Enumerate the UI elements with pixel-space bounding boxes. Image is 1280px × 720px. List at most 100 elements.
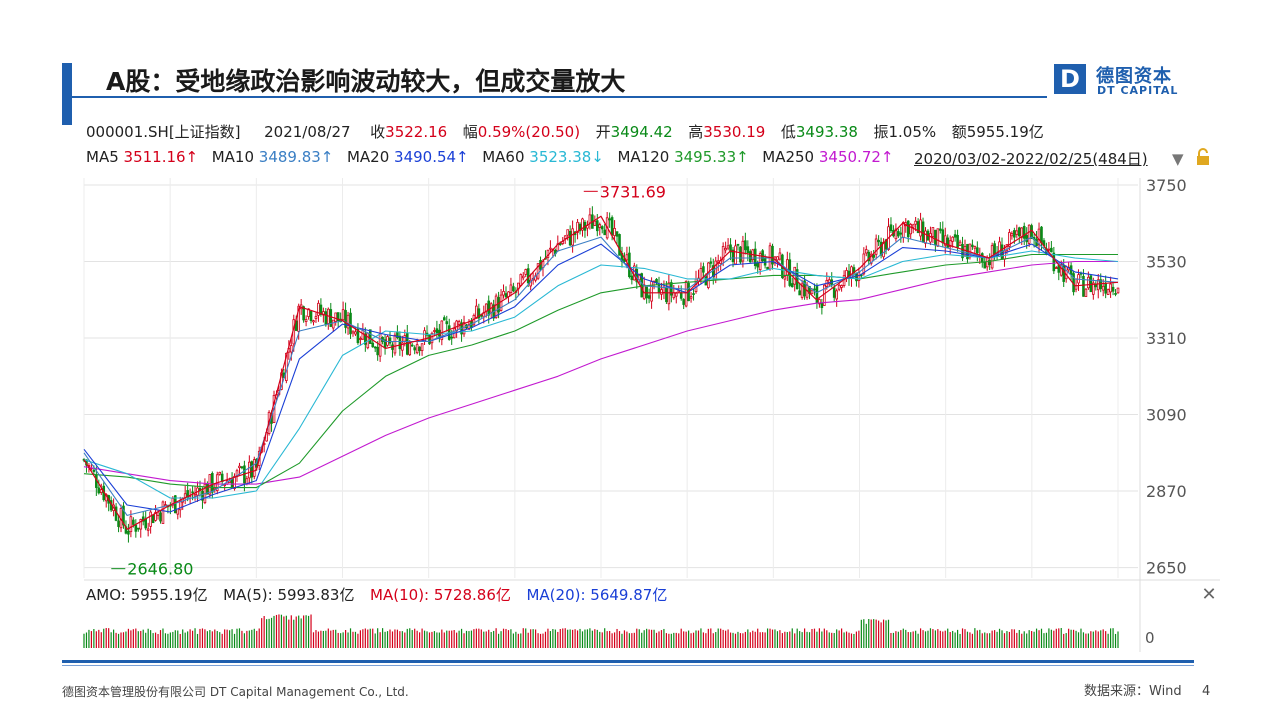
candle-body xyxy=(312,320,315,323)
quote-date: 2021/08/27 xyxy=(264,123,351,141)
candle-body xyxy=(1092,282,1095,295)
candle-body xyxy=(144,518,147,529)
footer-company: 德图资本管理股份有限公司 DT Capital Management Co., … xyxy=(62,685,409,699)
candle-body xyxy=(869,253,873,264)
close-icon[interactable]: ✕ xyxy=(1201,584,1217,605)
candle-body xyxy=(943,235,947,246)
candle-body xyxy=(872,254,875,258)
footer-rule xyxy=(62,660,1194,663)
candle-body xyxy=(248,461,251,479)
candle-body xyxy=(334,312,338,322)
candle-body xyxy=(475,305,478,319)
candle-body xyxy=(566,229,569,236)
candle-body xyxy=(99,489,103,493)
candle-body xyxy=(230,479,234,488)
open-value: 3494.42 xyxy=(610,123,673,141)
candle-body xyxy=(1082,275,1085,297)
candle-body xyxy=(603,229,607,236)
candle-body xyxy=(1030,225,1033,239)
candle-body xyxy=(798,290,801,296)
candle-body xyxy=(665,287,668,303)
candle-body xyxy=(608,218,611,221)
candle-body xyxy=(934,229,937,246)
candle-body xyxy=(228,480,231,483)
ma-line-ma20 xyxy=(83,243,1119,513)
lock-icon[interactable] xyxy=(1195,148,1211,170)
candle-body xyxy=(610,217,614,236)
quote-info-row: 000001.SH[上证指数] 2021/08/27 收3522.16 幅0.5… xyxy=(86,121,1044,142)
candle-body xyxy=(778,252,782,260)
logo-chinese-name: 德图资本 xyxy=(1096,66,1172,87)
candle-body xyxy=(951,236,954,242)
candle-body xyxy=(810,289,814,295)
candle-body xyxy=(618,234,621,256)
period-range[interactable]: 2020/03/02-2022/02/25(484日) xyxy=(914,150,1148,168)
candle-body xyxy=(477,308,481,319)
close-value: 3522.16 xyxy=(385,123,448,141)
candle-body xyxy=(536,263,540,279)
volume-legend: AMO: 5955.19亿 MA(5): 5993.83亿 MA(10): 57… xyxy=(86,584,667,605)
candle-body xyxy=(578,223,582,232)
candle-body xyxy=(1096,279,1100,291)
candle-body xyxy=(336,312,340,321)
candle-body xyxy=(931,227,935,237)
candle-body xyxy=(1084,288,1088,297)
candle-body xyxy=(1010,233,1014,237)
candle-body xyxy=(660,289,663,295)
ma250-label: MA250 xyxy=(762,148,815,166)
candle-body xyxy=(502,291,505,296)
annotation-label: 2646.80 xyxy=(127,560,193,579)
ma60-label: MA60 xyxy=(482,148,525,166)
candle-body xyxy=(504,293,508,298)
vol-ma5-value: MA(5): 5993.83亿 xyxy=(223,586,355,604)
candle-body xyxy=(445,321,449,325)
candle-body xyxy=(132,519,135,525)
candle-body xyxy=(368,329,372,344)
candle-body xyxy=(549,247,552,250)
candle-body xyxy=(344,310,347,328)
candle-body xyxy=(413,347,416,351)
candle-body xyxy=(512,286,515,292)
candle-body xyxy=(317,302,320,316)
candle-body xyxy=(707,262,710,288)
candle-body xyxy=(724,247,727,251)
candle-body xyxy=(361,330,365,340)
candle-body xyxy=(1111,286,1115,292)
candle-body xyxy=(1101,285,1105,291)
candle-body xyxy=(973,246,977,249)
candle-body xyxy=(736,243,740,246)
y-tick-label: 3090 xyxy=(1146,406,1187,425)
candle-body xyxy=(341,309,345,321)
candle-body xyxy=(1104,282,1107,294)
candle-body xyxy=(921,221,925,243)
y-tick-label: 3530 xyxy=(1146,252,1187,271)
candle-body xyxy=(1116,287,1120,294)
candle-body xyxy=(201,490,204,501)
candle-body xyxy=(600,226,604,230)
candle-body xyxy=(405,333,409,355)
candle-body xyxy=(497,297,500,313)
amplitude-label: 振 xyxy=(873,123,889,141)
high-label: 高 xyxy=(688,123,704,141)
logo-mark: D xyxy=(1054,64,1086,94)
triangle-down-icon[interactable]: ▼ xyxy=(1172,150,1184,168)
candle-body xyxy=(467,323,471,330)
candle-body xyxy=(593,220,597,226)
candle-body xyxy=(756,262,760,268)
ma-line-ma60 xyxy=(83,250,1119,499)
candle-body xyxy=(252,459,256,477)
candle-body xyxy=(1015,230,1019,235)
candle-body xyxy=(625,254,629,261)
candle-body xyxy=(1050,247,1053,253)
candle-body xyxy=(731,249,735,263)
candle-body xyxy=(672,292,676,299)
candle-body xyxy=(598,224,602,228)
candle-body xyxy=(1022,225,1026,239)
candle-body xyxy=(415,344,419,354)
ma10-value: 3489.83↑ xyxy=(258,148,334,166)
candle-body xyxy=(709,261,713,264)
candle-body xyxy=(734,245,737,265)
candle-body xyxy=(832,287,836,298)
candle-body xyxy=(684,280,688,307)
candle-body xyxy=(401,342,404,351)
